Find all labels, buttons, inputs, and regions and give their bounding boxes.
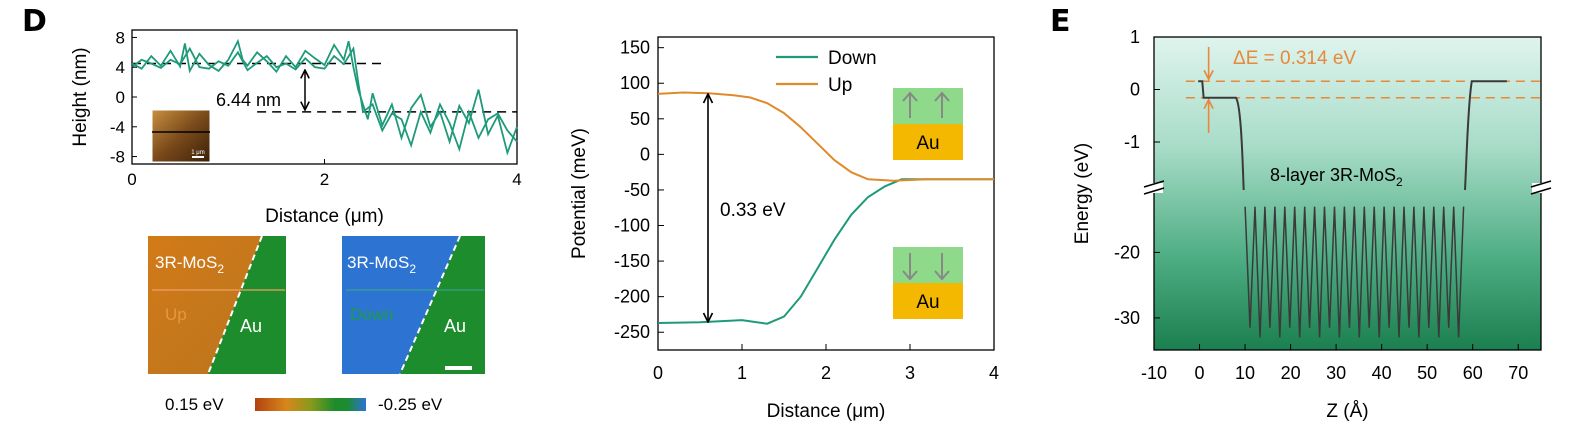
afm-scale-label: 1 μm <box>191 150 204 156</box>
schematic-down-substrate-label: Au <box>916 292 939 313</box>
kpfm-maps: 3R-MoS2 Up Au 3R-MoS2 Down Au 0.15 eV -0… <box>148 235 485 414</box>
potential-x-tick-label: 1 <box>737 363 747 383</box>
energy-y-tick-label: -20 <box>1114 242 1140 262</box>
potential-difference-label: 0.33 eV <box>720 200 786 221</box>
potential-legend: Down Up <box>776 48 877 96</box>
energy-x-tick-label: 30 <box>1326 363 1346 383</box>
energy-y-tick-label: -30 <box>1114 308 1140 328</box>
map-up-substrate-label: Au <box>240 316 262 336</box>
potential-y-tick-label: -50 <box>624 180 650 200</box>
potential-profile-plot: 0 1 2 3 4 150 100 50 0 -50 -100 -150 -200 -250 Potent… <box>569 36 999 422</box>
potential-x-tick-label: 4 <box>989 363 999 383</box>
potential-x-tick-label: 0 <box>653 363 663 383</box>
height-y-tick-label: 8 <box>116 28 125 47</box>
map-down-region-label: Down <box>350 305 393 324</box>
energy-x-tick-label: 60 <box>1463 363 1483 383</box>
colorbar-max-label: -0.25 eV <box>378 395 443 414</box>
kpfm-map-down: 3R-MoS2 Down Au <box>342 235 485 375</box>
potential-y-tick-label: 100 <box>620 73 650 93</box>
colorbar-min-label: 0.15 eV <box>165 395 224 414</box>
spin-down-schematic: Au <box>893 247 963 319</box>
energy-x-tick-label: 0 <box>1195 363 1205 383</box>
potential-series-up <box>657 91 994 182</box>
potential-y-tick-label: -100 <box>614 216 650 236</box>
energy-plot-frame <box>1153 36 1542 351</box>
legend-label-up: Up <box>828 75 852 96</box>
potential-y-tick-label: -200 <box>614 287 650 307</box>
arrow-up-icon <box>934 91 950 102</box>
potential-y-tick-label: 150 <box>620 38 650 58</box>
map-down-substrate-label: Au <box>444 316 466 336</box>
potential-x-tick-label: 3 <box>905 363 915 383</box>
energy-profile-oscillation <box>1244 206 1465 338</box>
height-x-tick-label: 0 <box>127 170 136 189</box>
height-series-line-2 <box>131 46 518 153</box>
map-down-material-label: 3R-MoS2 <box>347 253 416 276</box>
potential-y-tick-label: -150 <box>614 251 650 271</box>
legend-label-down: Down <box>828 48 877 69</box>
potential-y-tick-label: 50 <box>630 109 650 129</box>
schematic-up-substrate-label: Au <box>916 133 939 154</box>
height-y-tick-label: 4 <box>116 58 125 77</box>
kpfm-map-up: 3R-MoS2 Up Au <box>148 235 286 375</box>
panel-label-e: E <box>1050 4 1071 39</box>
height-y-tick-label: 0 <box>116 88 125 107</box>
energy-x-tick-label: 50 <box>1417 363 1437 383</box>
energy-x-axis-label: Z (Å) <box>1326 401 1368 422</box>
panel-label-d: D <box>22 4 47 39</box>
afm-inset: 1 μm <box>151 109 211 163</box>
height-x-axis-label: Distance (μm) <box>265 206 384 227</box>
colorbar: 0.15 eV -0.25 eV <box>165 395 443 414</box>
energy-x-tick-label: 10 <box>1235 363 1255 383</box>
energy-x-tick-label: -10 <box>1141 363 1167 383</box>
energy-x-tick-label: 40 <box>1372 363 1392 383</box>
height-x-tick-label: 2 <box>320 170 329 189</box>
potential-x-axis-label: Distance (μm) <box>767 401 886 422</box>
potential-y-tick-label: -250 <box>614 322 650 342</box>
height-axis-label: Height (nm) <box>70 47 91 146</box>
potential-axis-label: Potential (meV) <box>569 128 590 259</box>
energy-axis-label: Energy (eV) <box>1072 143 1093 244</box>
energy-x-tick-label: 70 <box>1508 363 1528 383</box>
arrow-down-icon <box>934 270 950 281</box>
energy-y-tick-label: 1 <box>1130 27 1140 47</box>
energy-x-tick-label: 20 <box>1281 363 1301 383</box>
potential-x-tick-label: 2 <box>821 363 831 383</box>
step-height-label: 6.44 nm <box>216 90 281 110</box>
energy-plot-background <box>1154 37 1541 350</box>
delta-e-label: ΔE = 0.314 eV <box>1233 48 1356 69</box>
spin-up-schematic: Au <box>893 88 963 160</box>
height-profile-plot: 0 2 4 8 4 0 -4 -8 Height (nm) Distance (μm) 1 μ… <box>70 28 522 227</box>
height-series-line-1 <box>131 38 518 156</box>
arrow-down-icon <box>902 270 918 281</box>
height-y-tick-label: -8 <box>110 148 125 167</box>
structure-label: 8-layer 3R-MoS2 <box>1270 165 1403 189</box>
arrow-up-icon <box>902 91 918 102</box>
axis-break <box>1143 180 1552 195</box>
potential-y-tick-label: 0 <box>640 144 650 164</box>
map-up-material-label: 3R-MoS2 <box>155 253 224 276</box>
energy-y-tick-label: 0 <box>1130 80 1140 100</box>
height-y-tick-label: -4 <box>110 118 125 137</box>
height-x-tick-label: 4 <box>512 170 521 189</box>
energy-profile-right <box>1463 80 1507 191</box>
map-up-region-label: Up <box>165 305 187 324</box>
energy-profile-left <box>1198 80 1245 191</box>
energy-y-tick-label: -1 <box>1124 132 1140 152</box>
